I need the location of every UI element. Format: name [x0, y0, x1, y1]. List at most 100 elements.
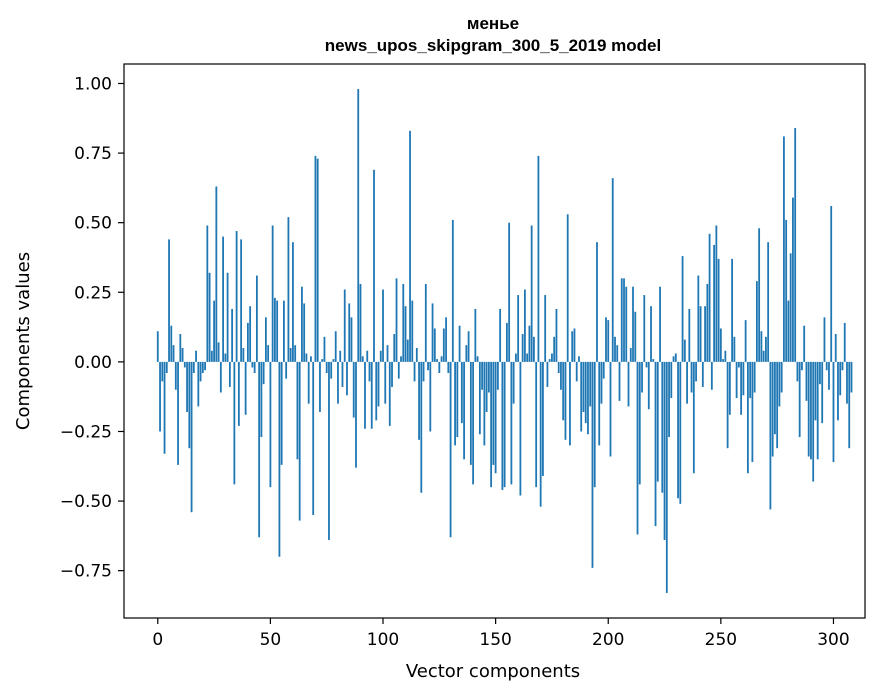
- bar-116: [418, 361, 420, 440]
- bar-80: [337, 361, 339, 404]
- x-axis: 0 50 100 150 200 250 300: [152, 618, 850, 650]
- bar-246: [710, 361, 713, 390]
- bar-105: [393, 334, 396, 362]
- bar-302: [837, 361, 839, 421]
- bar-207: [623, 278, 625, 362]
- bar-132: [454, 361, 456, 446]
- bar-147: [487, 361, 490, 393]
- bar-236: [688, 308, 691, 362]
- bar-101: [384, 361, 387, 404]
- bar-202: [611, 178, 614, 362]
- bar-139: [469, 361, 472, 465]
- bar-157: [510, 361, 513, 485]
- bar-91: [361, 356, 364, 362]
- bar-89: [357, 89, 360, 362]
- bar-119: [424, 283, 427, 362]
- bar-70: [314, 155, 317, 362]
- bar-110: [404, 306, 407, 362]
- bar-15: [190, 361, 193, 513]
- bar-237: [690, 361, 693, 393]
- bar-9: [177, 361, 179, 465]
- bar-163: [524, 289, 526, 362]
- bar-134: [458, 325, 461, 362]
- bar-228: [670, 361, 673, 399]
- bar-273: [771, 361, 774, 457]
- bar-141: [474, 308, 477, 362]
- bar-255: [731, 258, 734, 362]
- bar-168: [535, 361, 538, 488]
- bar-283: [794, 128, 797, 362]
- bar-112: [409, 130, 411, 362]
- x-axis-label: Vector components: [406, 661, 580, 682]
- bar-156: [508, 222, 511, 362]
- bar-62: [296, 361, 299, 460]
- bar-99: [379, 350, 382, 362]
- bar-271: [767, 242, 770, 362]
- bar-160: [517, 295, 520, 362]
- bar-83: [343, 289, 346, 362]
- bar-219: [650, 306, 652, 362]
- bar-55: [280, 361, 283, 465]
- bar-209: [627, 361, 630, 407]
- bar-42: [251, 361, 254, 368]
- bar-60: [292, 242, 294, 362]
- bar-185: [573, 328, 576, 362]
- bar-244: [706, 283, 709, 362]
- bar-175: [551, 353, 553, 362]
- y-tick-label: −0.75: [60, 562, 112, 582]
- y-tick-label: 0.75: [74, 144, 112, 164]
- bar-21: [204, 361, 206, 371]
- bar-307: [848, 361, 851, 449]
- bar-115: [415, 347, 418, 362]
- bar-253: [726, 361, 729, 449]
- bar-262: [746, 361, 749, 474]
- bar-289: [807, 361, 810, 457]
- bar-227: [668, 361, 670, 438]
- bar-41: [249, 306, 252, 362]
- bar-201: [609, 361, 612, 457]
- bar-79: [334, 331, 337, 362]
- bar-84: [346, 361, 348, 396]
- bar-290: [810, 361, 812, 460]
- bar-31: [226, 272, 229, 362]
- bar-234: [683, 339, 686, 362]
- bar-23: [208, 272, 211, 362]
- bar-48: [264, 317, 267, 362]
- bar-308: [850, 361, 853, 393]
- bar-221: [654, 361, 657, 527]
- bar-217: [645, 361, 648, 368]
- bar-114: [413, 361, 416, 382]
- bar-254: [728, 361, 731, 415]
- bar-282: [792, 197, 794, 362]
- bar-25: [213, 300, 215, 362]
- bar-266: [755, 281, 758, 362]
- bar-176: [553, 336, 556, 362]
- bar-4: [165, 361, 168, 374]
- bar-53: [276, 300, 279, 362]
- bar-77: [330, 361, 333, 379]
- bar-111: [406, 339, 409, 362]
- bar-288: [805, 361, 808, 401]
- bar-113: [411, 300, 414, 362]
- bar-279: [785, 219, 788, 362]
- bar-233: [681, 256, 684, 362]
- bar-192: [589, 361, 592, 407]
- bar-87: [352, 361, 355, 418]
- bar-235: [686, 361, 688, 404]
- bar-291: [812, 361, 815, 482]
- bar-197: [600, 361, 603, 404]
- bar-127: [442, 328, 445, 362]
- bar-13: [186, 361, 188, 412]
- bar-59: [289, 347, 292, 362]
- bar-43: [253, 361, 256, 374]
- bar-213: [636, 361, 639, 535]
- chart-title: менье: [467, 14, 519, 33]
- bar-125: [438, 361, 441, 374]
- bar-133: [456, 361, 459, 438]
- bar-126: [440, 356, 443, 362]
- bar-184: [571, 331, 574, 362]
- bar-263: [749, 361, 752, 399]
- bar-193: [591, 361, 594, 568]
- bar-30: [224, 353, 227, 362]
